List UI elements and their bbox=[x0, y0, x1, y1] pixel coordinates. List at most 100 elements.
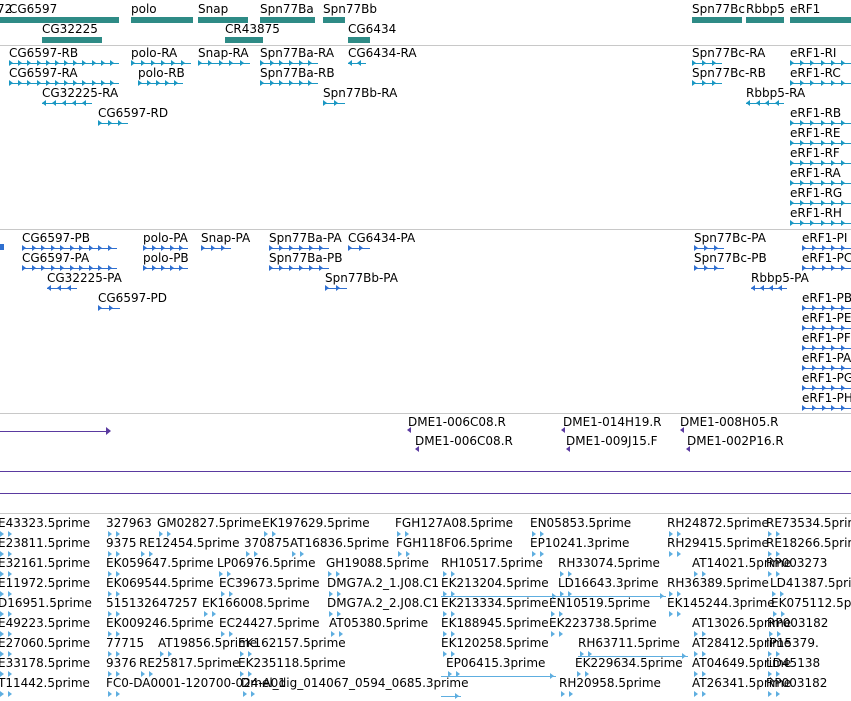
est-label[interactable]: FC0-DA0001-120700-024-A01 bbox=[106, 676, 286, 690]
est-label[interactable]: AT05380.5prime bbox=[329, 616, 429, 630]
protein-feature[interactable] bbox=[47, 288, 77, 289]
est-label[interactable]: RH33074.5prime bbox=[558, 556, 660, 570]
transcript-label[interactable]: eRF1-RB bbox=[790, 106, 842, 120]
protein-label[interactable]: Spn77Bb-PA bbox=[325, 271, 398, 285]
est-label[interactable]: EK197629.5prime bbox=[262, 516, 370, 530]
est-label[interactable]: AT04649.5prime bbox=[692, 656, 792, 670]
est-label[interactable]: D16951.5prime bbox=[0, 596, 92, 610]
transcript-label[interactable]: CG6597-RD bbox=[98, 106, 169, 120]
est-label[interactable]: DMG7A.2_1.J08.C1 bbox=[327, 576, 440, 590]
transcript-label[interactable]: CG6597-RA bbox=[9, 66, 78, 80]
est-label[interactable]: E23811.5prime bbox=[0, 536, 91, 550]
transcript-label[interactable]: polo-RB bbox=[138, 66, 185, 80]
gene-label[interactable]: CR43875 bbox=[225, 22, 280, 36]
transcript-label[interactable]: CG6434-RA bbox=[348, 46, 417, 60]
protein-label[interactable]: eRF1-PG bbox=[802, 371, 851, 385]
gene-feature[interactable] bbox=[198, 17, 248, 23]
gene-feature[interactable] bbox=[260, 17, 315, 23]
est-label[interactable]: EK188945.5prime bbox=[441, 616, 549, 630]
est-label[interactable]: EK145244.3prime bbox=[667, 596, 775, 610]
est-label[interactable]: EP10241.3prime bbox=[530, 536, 630, 550]
protein-label[interactable]: eRF1-PH bbox=[802, 391, 851, 405]
protein-feature[interactable] bbox=[143, 268, 188, 269]
protein-label[interactable]: eRF1-PF bbox=[802, 331, 851, 345]
est-label[interactable]: 327963 bbox=[106, 516, 152, 530]
protein-feature[interactable] bbox=[802, 408, 851, 409]
protein-label[interactable]: eRF1-PB bbox=[802, 291, 851, 305]
est-feature[interactable] bbox=[441, 596, 558, 597]
protein-feature[interactable] bbox=[802, 248, 851, 249]
transcript-feature[interactable] bbox=[98, 123, 128, 124]
protein-label[interactable]: CG6597-PD bbox=[98, 291, 168, 305]
gene-feature[interactable] bbox=[746, 17, 784, 23]
transcript-label[interactable]: Spn77Bb-RA bbox=[323, 86, 398, 100]
est-label[interactable]: EK223738.5prime bbox=[549, 616, 657, 630]
est-feature[interactable] bbox=[558, 596, 666, 597]
gene-feature[interactable] bbox=[42, 37, 102, 43]
protein-label[interactable]: Spn77Ba-PA bbox=[269, 231, 342, 245]
est-label[interactable]: EK075112.5prime bbox=[771, 596, 851, 610]
transcript-label[interactable]: CG32225-RA bbox=[42, 86, 119, 100]
transcript-label[interactable]: polo-RA bbox=[131, 46, 178, 60]
protein-label[interactable]: CG6434-PA bbox=[348, 231, 416, 245]
protein-feature[interactable] bbox=[694, 268, 724, 269]
est-label[interactable]: E11972.5prime bbox=[0, 576, 91, 590]
est-label[interactable]: EK120258.5prime bbox=[441, 636, 549, 650]
protein-label[interactable]: Snap-PA bbox=[201, 231, 251, 245]
est-label[interactable]: E27060.5prime bbox=[0, 636, 91, 650]
gene-feature[interactable] bbox=[323, 17, 345, 23]
protein-label[interactable]: CG6597-PA bbox=[22, 251, 90, 265]
transcript-feature[interactable] bbox=[692, 83, 722, 84]
gene-feature[interactable] bbox=[692, 17, 742, 23]
gene-label[interactable]: Snap bbox=[198, 2, 229, 16]
clone-label[interactable]: DME1-014H19.R bbox=[563, 415, 662, 429]
est-label[interactable]: RE12454.5prime bbox=[139, 536, 240, 550]
est-feature[interactable] bbox=[441, 676, 556, 677]
est-label[interactable]: EK166008.5prime bbox=[202, 596, 310, 610]
protein-feature[interactable] bbox=[694, 248, 724, 249]
est-label[interactable]: 9376 bbox=[106, 656, 137, 670]
protein-feature[interactable] bbox=[802, 368, 851, 369]
est-label[interactable]: RE25817.5prime bbox=[139, 656, 240, 670]
protein-label[interactable]: CG32225-PA bbox=[47, 271, 122, 285]
transcript-feature[interactable] bbox=[198, 63, 250, 64]
transcript-label[interactable]: eRF1-RH bbox=[790, 206, 842, 220]
est-label[interactable]: EC39673.5prime bbox=[219, 576, 320, 590]
protein-label[interactable]: polo-PB bbox=[143, 251, 189, 265]
est-label[interactable]: Dmel_dig_014067_0594_0685.3prime bbox=[241, 676, 469, 690]
est-label[interactable]: E33178.5prime bbox=[0, 656, 91, 670]
est-label[interactable]: DMG7A.2_2.J08.C1 bbox=[327, 596, 440, 610]
protein-label[interactable]: Spn77Bc-PB bbox=[694, 251, 767, 265]
protein-label[interactable]: eRF1-PA bbox=[802, 351, 851, 365]
est-label[interactable]: EK235118.5prime bbox=[238, 656, 346, 670]
protein-label[interactable]: Rbbp5-PA bbox=[751, 271, 809, 285]
transcript-label[interactable]: eRF1-RC bbox=[790, 66, 841, 80]
transcript-label[interactable]: Spn77Bc-RB bbox=[692, 66, 766, 80]
protein-label[interactable]: eRF1-PE bbox=[802, 311, 851, 325]
clone-label[interactable]: DME1-006C08.R bbox=[415, 434, 513, 448]
transcript-label[interactable]: eRF1-RE bbox=[790, 126, 841, 140]
gene-feature[interactable] bbox=[225, 37, 263, 43]
est-label[interactable]: RH63711.5prime bbox=[578, 636, 680, 650]
est-label[interactable]: 515132647257 bbox=[106, 596, 198, 610]
est-label[interactable]: AT14021.5prime bbox=[692, 556, 792, 570]
gene-label[interactable]: 72 bbox=[0, 2, 13, 16]
transcript-label[interactable]: eRF1-RG bbox=[790, 186, 843, 200]
gene-label[interactable]: CG6434 bbox=[348, 22, 397, 36]
est-label[interactable]: 370875 bbox=[244, 536, 290, 550]
est-label[interactable]: 9375 bbox=[106, 536, 137, 550]
est-label[interactable]: EC24427.5prime bbox=[219, 616, 320, 630]
clone-label[interactable]: DME1-009J15.F bbox=[566, 434, 658, 448]
clone-label[interactable]: DME1-002P16.R bbox=[687, 434, 784, 448]
protein-feature[interactable] bbox=[802, 308, 851, 309]
gene-label[interactable]: CG6597 bbox=[9, 2, 58, 16]
est-label[interactable]: RP003182 bbox=[767, 616, 829, 630]
est-label[interactable]: LD45138 bbox=[766, 656, 821, 670]
protein-feature[interactable] bbox=[0, 244, 4, 250]
est-label[interactable]: RP003182 bbox=[766, 676, 828, 690]
est-feature[interactable] bbox=[578, 656, 688, 657]
est-label[interactable]: 77715 bbox=[106, 636, 145, 650]
est-label[interactable]: T11442.5prime bbox=[0, 676, 90, 690]
transcript-label[interactable]: eRF1-RI bbox=[790, 46, 837, 60]
protein-label[interactable]: Spn77Ba-PB bbox=[269, 251, 343, 265]
